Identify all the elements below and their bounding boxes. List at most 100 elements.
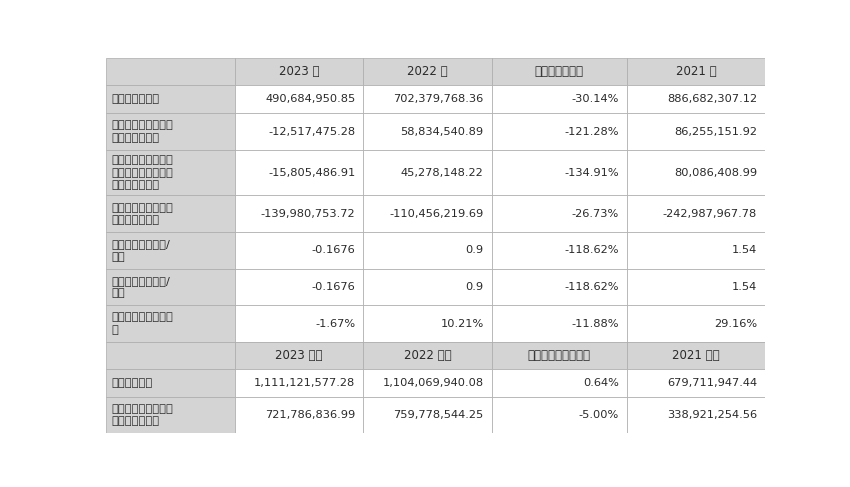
Text: 稀释每股收益（元/
股）: 稀释每股收益（元/ 股） xyxy=(111,276,170,298)
Bar xyxy=(363,269,491,305)
Text: 加权平均净资产收益
率: 加权平均净资产收益 率 xyxy=(111,313,173,335)
Text: 29.16%: 29.16% xyxy=(714,318,757,329)
Bar xyxy=(235,397,363,433)
Text: -242,987,967.78: -242,987,967.78 xyxy=(663,209,757,219)
Text: -139,980,753.72: -139,980,753.72 xyxy=(261,209,355,219)
Text: -5.00%: -5.00% xyxy=(579,410,619,420)
Text: -0.1676: -0.1676 xyxy=(311,245,355,255)
Text: 886,682,307.12: 886,682,307.12 xyxy=(667,94,757,104)
Text: 归属于上市公司股东
的扣除非经常性损益
的净利润（元）: 归属于上市公司股东 的扣除非经常性损益 的净利润（元） xyxy=(111,155,173,190)
Text: 归属于上市公司股东
的净资产（元）: 归属于上市公司股东 的净资产（元） xyxy=(111,404,173,426)
Bar xyxy=(491,369,626,397)
Bar xyxy=(491,342,626,369)
Bar xyxy=(235,150,363,195)
Bar xyxy=(106,342,235,369)
Text: 58,834,540.89: 58,834,540.89 xyxy=(400,127,484,136)
Text: -110,456,219.69: -110,456,219.69 xyxy=(389,209,484,219)
Bar xyxy=(626,397,765,433)
Bar xyxy=(235,85,363,113)
Bar xyxy=(106,58,235,85)
Bar xyxy=(363,397,491,433)
Bar xyxy=(106,269,235,305)
Bar xyxy=(626,305,765,342)
Text: 45,278,148.22: 45,278,148.22 xyxy=(401,168,484,178)
Bar xyxy=(491,232,626,269)
Text: 2021 年末: 2021 年末 xyxy=(672,349,720,362)
Bar xyxy=(363,305,491,342)
Bar xyxy=(106,195,235,232)
Text: 经营活动产生的现金
流量净额（元）: 经营活动产生的现金 流量净额（元） xyxy=(111,203,173,225)
Text: -0.1676: -0.1676 xyxy=(311,282,355,292)
Bar xyxy=(626,195,765,232)
Text: 10.21%: 10.21% xyxy=(440,318,484,329)
Text: 490,684,950.85: 490,684,950.85 xyxy=(265,94,355,104)
Text: -30.14%: -30.14% xyxy=(571,94,619,104)
Text: 1,104,069,940.08: 1,104,069,940.08 xyxy=(382,378,484,388)
Text: -26.73%: -26.73% xyxy=(571,209,619,219)
Text: 338,921,254.56: 338,921,254.56 xyxy=(667,410,757,420)
Text: 86,255,151.92: 86,255,151.92 xyxy=(674,127,757,136)
Bar xyxy=(235,342,363,369)
Text: -15,805,486.91: -15,805,486.91 xyxy=(268,168,355,178)
Bar xyxy=(235,369,363,397)
Text: 本年比上年增减: 本年比上年增减 xyxy=(535,65,584,78)
Text: 721,786,836.99: 721,786,836.99 xyxy=(265,410,355,420)
Text: 759,778,544.25: 759,778,544.25 xyxy=(394,410,484,420)
Text: -118.62%: -118.62% xyxy=(564,282,619,292)
Bar xyxy=(235,232,363,269)
Text: -11.88%: -11.88% xyxy=(571,318,619,329)
Text: -118.62%: -118.62% xyxy=(564,245,619,255)
Bar xyxy=(106,232,235,269)
Text: 2023 年: 2023 年 xyxy=(279,65,320,78)
Bar xyxy=(235,113,363,150)
Bar xyxy=(106,397,235,433)
Text: 1,111,121,577.28: 1,111,121,577.28 xyxy=(254,378,355,388)
Text: 本年末比上年末增减: 本年末比上年末增减 xyxy=(528,349,591,362)
Bar xyxy=(626,150,765,195)
Bar xyxy=(491,195,626,232)
Text: 702,379,768.36: 702,379,768.36 xyxy=(394,94,484,104)
Bar xyxy=(106,150,235,195)
Text: 0.64%: 0.64% xyxy=(583,378,619,388)
Bar xyxy=(491,397,626,433)
Bar xyxy=(491,150,626,195)
Bar xyxy=(235,195,363,232)
Bar xyxy=(491,85,626,113)
Text: 2023 年末: 2023 年末 xyxy=(275,349,323,362)
Text: -134.91%: -134.91% xyxy=(564,168,619,178)
Bar xyxy=(491,58,626,85)
Text: 1.54: 1.54 xyxy=(732,245,757,255)
Bar xyxy=(363,232,491,269)
Bar xyxy=(626,85,765,113)
Text: 0.9: 0.9 xyxy=(466,245,484,255)
Bar xyxy=(491,269,626,305)
Bar xyxy=(363,342,491,369)
Text: 2021 年: 2021 年 xyxy=(676,65,717,78)
Bar xyxy=(363,113,491,150)
Bar xyxy=(363,150,491,195)
Bar xyxy=(491,305,626,342)
Bar xyxy=(626,369,765,397)
Text: 80,086,408.99: 80,086,408.99 xyxy=(674,168,757,178)
Bar xyxy=(106,369,235,397)
Bar xyxy=(363,369,491,397)
Bar xyxy=(235,305,363,342)
Text: 总资产（元）: 总资产（元） xyxy=(111,378,153,388)
Bar xyxy=(363,195,491,232)
Bar xyxy=(235,58,363,85)
Bar xyxy=(235,269,363,305)
Text: -12,517,475.28: -12,517,475.28 xyxy=(268,127,355,136)
Bar xyxy=(106,305,235,342)
Text: 679,711,947.44: 679,711,947.44 xyxy=(667,378,757,388)
Bar xyxy=(626,342,765,369)
Text: 2022 年: 2022 年 xyxy=(407,65,448,78)
Bar xyxy=(106,85,235,113)
Bar xyxy=(626,58,765,85)
Text: 基本每股收益（元/
股）: 基本每股收益（元/ 股） xyxy=(111,239,170,262)
Bar xyxy=(491,113,626,150)
Bar xyxy=(363,58,491,85)
Text: 2022 年末: 2022 年末 xyxy=(404,349,451,362)
Bar xyxy=(626,269,765,305)
Text: 归属于上市公司股东
的净利润（元）: 归属于上市公司股东 的净利润（元） xyxy=(111,120,173,143)
Bar xyxy=(626,113,765,150)
